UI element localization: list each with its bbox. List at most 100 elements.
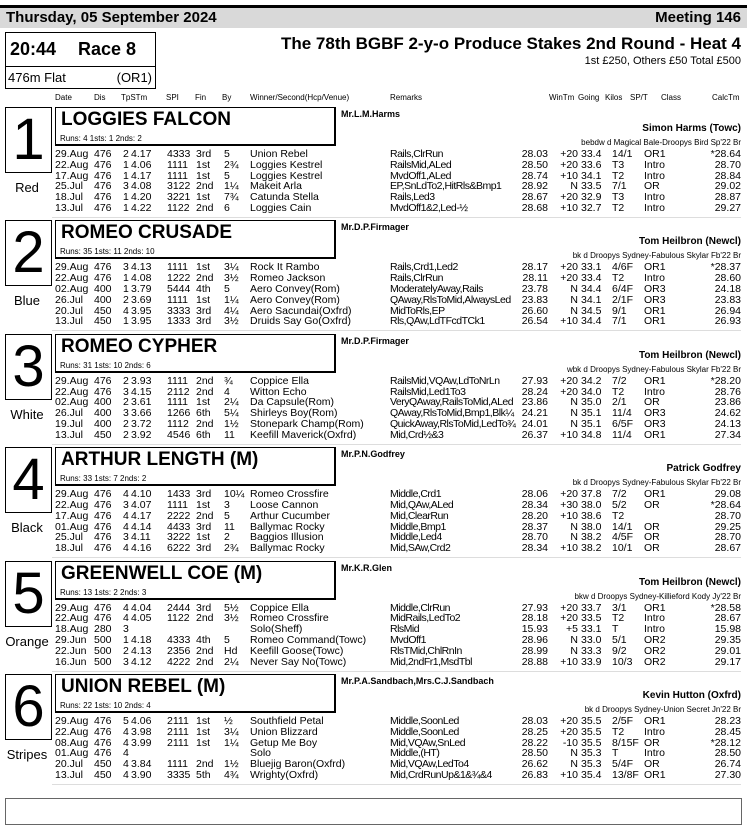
form-winner: Aero Sacundai(Oxfrd) (250, 304, 352, 317)
form-spt: 14/1 (612, 520, 633, 533)
form-wintm: 28.99 (521, 644, 548, 657)
form-date: 20.Jul (55, 758, 84, 771)
form-calctm: *28.64 (710, 498, 741, 511)
form-date: 01.Aug (55, 520, 89, 533)
form-calctm: 24.62 (714, 407, 741, 420)
form-tpstm: 4.17 (131, 148, 152, 160)
form-class: OR1 (644, 601, 666, 614)
form-fin: 2nd (196, 417, 214, 430)
form-date: 22.Aug (55, 498, 89, 511)
form-class: OR1 (644, 315, 666, 328)
divider (52, 784, 741, 785)
form-dis: 400 (94, 396, 112, 409)
form-row: 29.Aug 476 4 4.04 2444 3rd 5½ Coppice Ella Middl… (0, 601, 747, 614)
form-tpstm: 4.20 (131, 191, 152, 204)
form-trap: 4 (123, 612, 129, 625)
form-spi: 4222 (167, 655, 191, 668)
form-date: 29.Aug (55, 374, 89, 387)
form-tpstm: 3.84 (131, 758, 152, 771)
form-class: Intro (644, 747, 666, 760)
form-by: 11 (224, 428, 235, 441)
race-time: 20:44 (10, 39, 57, 59)
form-fin: 6th (196, 407, 211, 420)
form-tpstm: 4.14 (131, 520, 152, 533)
form-trap: 3 (123, 531, 129, 544)
form-spi: 2111 (167, 715, 189, 727)
form-fin: 1st (196, 293, 211, 306)
runner-block: 3 White ROMEO CYPHER Runs: 31 1sts: 10 2nds… (0, 333, 747, 446)
form-going: +10 (560, 769, 578, 781)
form-wintm: 28.37 (521, 520, 548, 533)
trainer: Patrick Godfrey (666, 463, 741, 475)
form-wintm: 28.17 (521, 261, 548, 274)
form-wintm: 28.67 (521, 191, 548, 204)
form-date: 26.Jul (55, 407, 84, 420)
form-by: ½ (224, 715, 233, 727)
form-spi: 1111 (167, 293, 189, 306)
form-by: 5 (224, 148, 230, 160)
trainer: Tom Heilbron (Newcl) (638, 349, 741, 361)
form-spi: 2222 (167, 509, 191, 522)
form-spt: 10/3 (612, 655, 633, 668)
form-tpstm: 4.08 (131, 272, 152, 285)
form-calctm: 28.70 (714, 531, 741, 544)
form-trap: 2 (123, 644, 129, 657)
form-kilos: 35.5 (581, 715, 602, 727)
form-wintm: 28.24 (521, 385, 548, 398)
dog-name-box: ROMEO CYPHER Runs: 31 1sts: 10 2nds: 6 (55, 333, 336, 373)
form-date: 18.Aug (55, 623, 89, 636)
form-calctm: *28.20 (710, 374, 741, 387)
form-dis: 476 (94, 736, 112, 749)
form-fin: 1st (196, 715, 211, 727)
form-going: +5 (566, 623, 578, 636)
form-spi: 1433 (167, 488, 191, 501)
prize-money: 1st £250, Others £50 Total £500 (584, 55, 741, 67)
form-going: N (570, 180, 578, 193)
form-spi: 1111 (167, 374, 189, 387)
trap-colour: Orange (5, 633, 49, 649)
form-wintm: 23.78 (521, 282, 548, 295)
form-by: 5 (224, 509, 230, 522)
form-row: 25.Jul 476 3 4.11 3222 1st 2 Baggios Illusion Mi… (0, 532, 747, 543)
form-row: 18.Jul 476 4 4.16 6222 3rd 2¾ Ballymac Rocky Mid… (0, 543, 747, 554)
dog-name: ROMEO CYPHER (61, 335, 218, 357)
form-class: Intro (644, 191, 666, 204)
form-remarks: Middle,SoonLed (390, 725, 459, 738)
owner: Mr.K.R.Glen (341, 562, 393, 573)
form-tpstm: 3.95 (131, 315, 152, 328)
form-date: 13.Jul (55, 202, 84, 214)
form-kilos: 34.4 (581, 315, 602, 328)
form-kilos: 38.0 (581, 520, 602, 533)
form-spi: 3333 (167, 304, 191, 317)
form-spi: 1111 (167, 158, 189, 171)
form-wintm: 28.68 (521, 202, 548, 214)
form-row: 29.Aug 476 2 4.17 4333 3rd 5 Union Rebel Rails,C… (0, 149, 747, 160)
form-remarks: MvdOff1,ALed (390, 169, 451, 182)
form-date: 29.Jun (55, 633, 87, 646)
form-remarks: RailsMid,VQAw,LdToNrLn (390, 374, 500, 387)
notes-box (5, 798, 742, 825)
form-wintm: 28.20 (521, 509, 548, 522)
form-date: 18.Jul (55, 542, 84, 555)
form-trap: 2 (123, 148, 129, 160)
form-kilos: 33.4 (581, 272, 602, 285)
form-winner: Coppice Ella (250, 374, 309, 387)
form-row: 01.Aug 476 4 4.14 4433 3rd 11 Ballymac Rocky Mid… (0, 520, 747, 533)
form-fin: 3rd (196, 315, 212, 328)
form-date: 29.Aug (55, 148, 89, 160)
owner: Mr.D.P.Firmager (341, 222, 409, 233)
form-winner: Aero Convey(Rom) (250, 282, 340, 295)
form-date: 13.Jul (55, 315, 84, 328)
form-going: +10 (560, 655, 578, 668)
form-spi: 4333 (167, 148, 191, 160)
form-kilos: 34.0 (581, 385, 602, 398)
form-kilos: 38.0 (581, 498, 602, 511)
form-wintm: 26.83 (521, 769, 548, 781)
form-spt: 7/1 (612, 315, 627, 328)
form-row: 29.Aug 476 4 4.10 1433 3rd 10¼ Romeo Crossfire M… (0, 489, 747, 500)
form-fin: 1st (196, 191, 211, 204)
form-class: Intro (644, 385, 666, 398)
form-dis: 476 (94, 272, 112, 285)
col-tpstm: TpSTm (121, 93, 148, 102)
trap-number: 2 (5, 220, 52, 287)
